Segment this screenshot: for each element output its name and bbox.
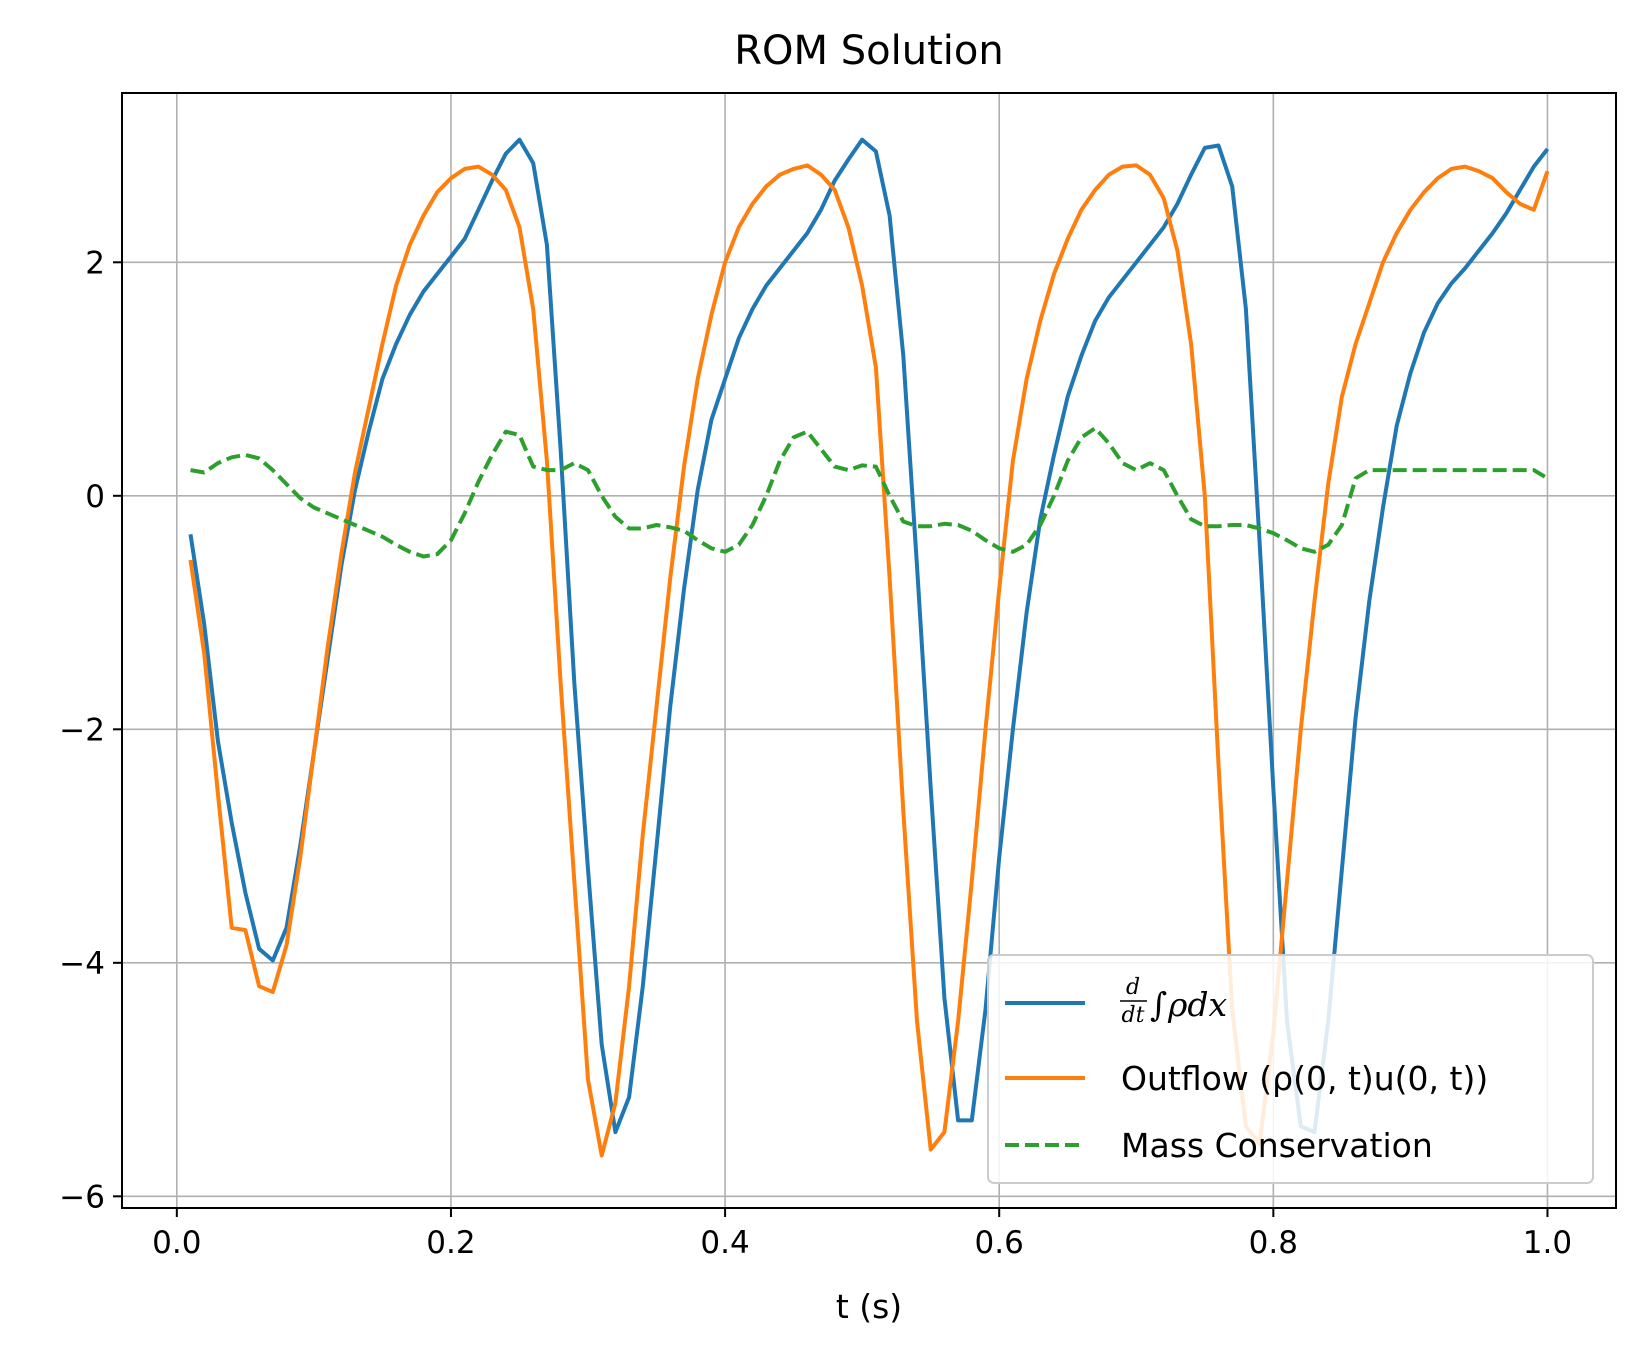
ticks: 0.0 0.2 0.4 0.6 0.8 1.0 −6 −4 −2 0 2 — [59, 245, 1572, 1261]
legend-label-integral: ρdx — [1167, 985, 1228, 1024]
y-tick-label: −6 — [59, 1179, 105, 1215]
legend-label-mass-conservation: Mass Conservation — [1121, 1126, 1433, 1165]
x-tick-label: 0.2 — [426, 1225, 475, 1261]
y-tick-label: 2 — [85, 245, 105, 281]
axes-frame — [121, 92, 1617, 1209]
x-tick-label: 0.8 — [1249, 1225, 1298, 1261]
legend-box — [987, 954, 1594, 1184]
y-tick-label: −4 — [59, 946, 105, 982]
legend: d dt ∫ ρdx Outflow (ρ(0, t)u(0, t)) Mass… — [987, 954, 1594, 1184]
legend-frac-numerator: d — [1126, 975, 1140, 1000]
legend-integral-sign: ∫ — [1150, 985, 1167, 1024]
y-tick-label: 0 — [85, 479, 105, 515]
x-tick-label: 0.6 — [975, 1225, 1024, 1261]
x-tick-label: 1.0 — [1523, 1225, 1572, 1261]
x-tick-label: 0.0 — [152, 1225, 201, 1261]
grid — [122, 93, 1616, 1208]
series-line-outflow — [188, 163, 1550, 1158]
chart-title: ROM Solution — [734, 28, 1003, 74]
x-axis-label: t (s) — [836, 1287, 902, 1326]
y-tick-label: −2 — [59, 712, 105, 748]
legend-frac-denominator: dt — [1122, 1003, 1145, 1028]
x-tick-label: 0.4 — [700, 1225, 749, 1261]
legend-label-outflow: Outflow (ρ(0, t)u(0, t)) — [1121, 1059, 1488, 1098]
series-line-mass-conservation — [190, 426, 1549, 559]
